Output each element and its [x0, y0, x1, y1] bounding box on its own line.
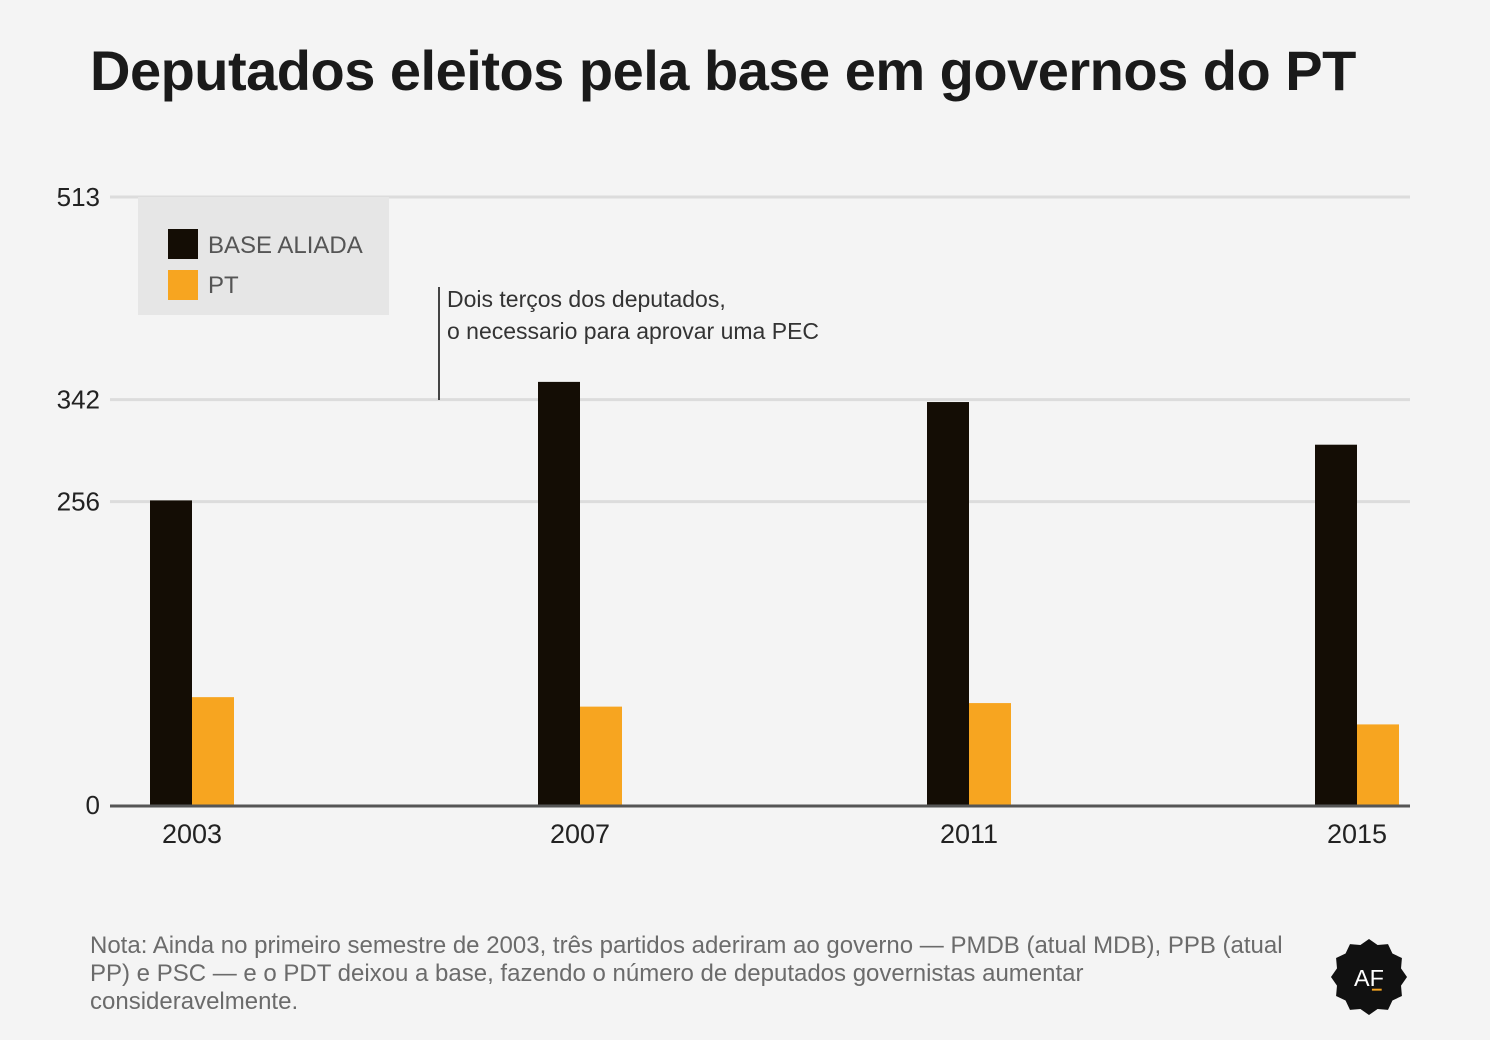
- y-tick-label-342: 342: [57, 385, 100, 415]
- bar-pt-2011: [969, 703, 1011, 805]
- bar-pt-2003: [192, 697, 234, 805]
- bars: [150, 381, 1399, 805]
- bar-pt-2007: [580, 706, 622, 805]
- annotation-text-line2: o necessario para aprovar uma PEC: [447, 318, 819, 344]
- bar-base-aliada-2015: [1315, 444, 1357, 805]
- footnote: Nota: Ainda no primeiro semestre de 2003…: [90, 932, 1283, 1015]
- legend-swatch-base-aliada: [168, 229, 198, 259]
- bar-pt-2015: [1357, 724, 1399, 805]
- logo-text: AF: [1354, 965, 1384, 991]
- bar-base-aliada-2003: [150, 500, 192, 805]
- x-tick-label-2007: 2007: [550, 819, 610, 849]
- legend-swatch-pt: [168, 270, 198, 300]
- y-tick-label-256: 256: [57, 487, 100, 517]
- bar-base-aliada-2007: [538, 381, 580, 805]
- y-tick-label-513: 513: [57, 182, 100, 212]
- y-axis-ticks: 0 256 342 513: [57, 182, 100, 820]
- bar-chart: 0 256 342 513 2003 2007 2011 2015 BASE ALIADA …: [57, 182, 1410, 849]
- logo-accent: [1371, 988, 1382, 991]
- legend-label-pt: PT: [208, 272, 239, 299]
- af-badge-logo-icon: [1330, 938, 1408, 1016]
- af-logo: AF: [1330, 938, 1408, 1016]
- x-tick-label-2011: 2011: [940, 819, 998, 849]
- chart-title: Deputados eleitos pela base em governos …: [90, 39, 1356, 102]
- y-tick-label-0: 0: [86, 790, 100, 820]
- bar-base-aliada-2011: [927, 402, 969, 805]
- x-axis-ticks: 2003 2007 2011 2015: [162, 819, 1387, 849]
- annotation: Dois terços dos deputados, o necessario …: [438, 286, 819, 400]
- x-tick-label-2015: 2015: [1327, 819, 1387, 849]
- legend-label-base-aliada: BASE ALIADA: [208, 232, 363, 259]
- x-tick-label-2003: 2003: [162, 819, 222, 849]
- legend: BASE ALIADA PT: [138, 197, 389, 315]
- annotation-text-line1: Dois terços dos deputados,: [447, 286, 726, 312]
